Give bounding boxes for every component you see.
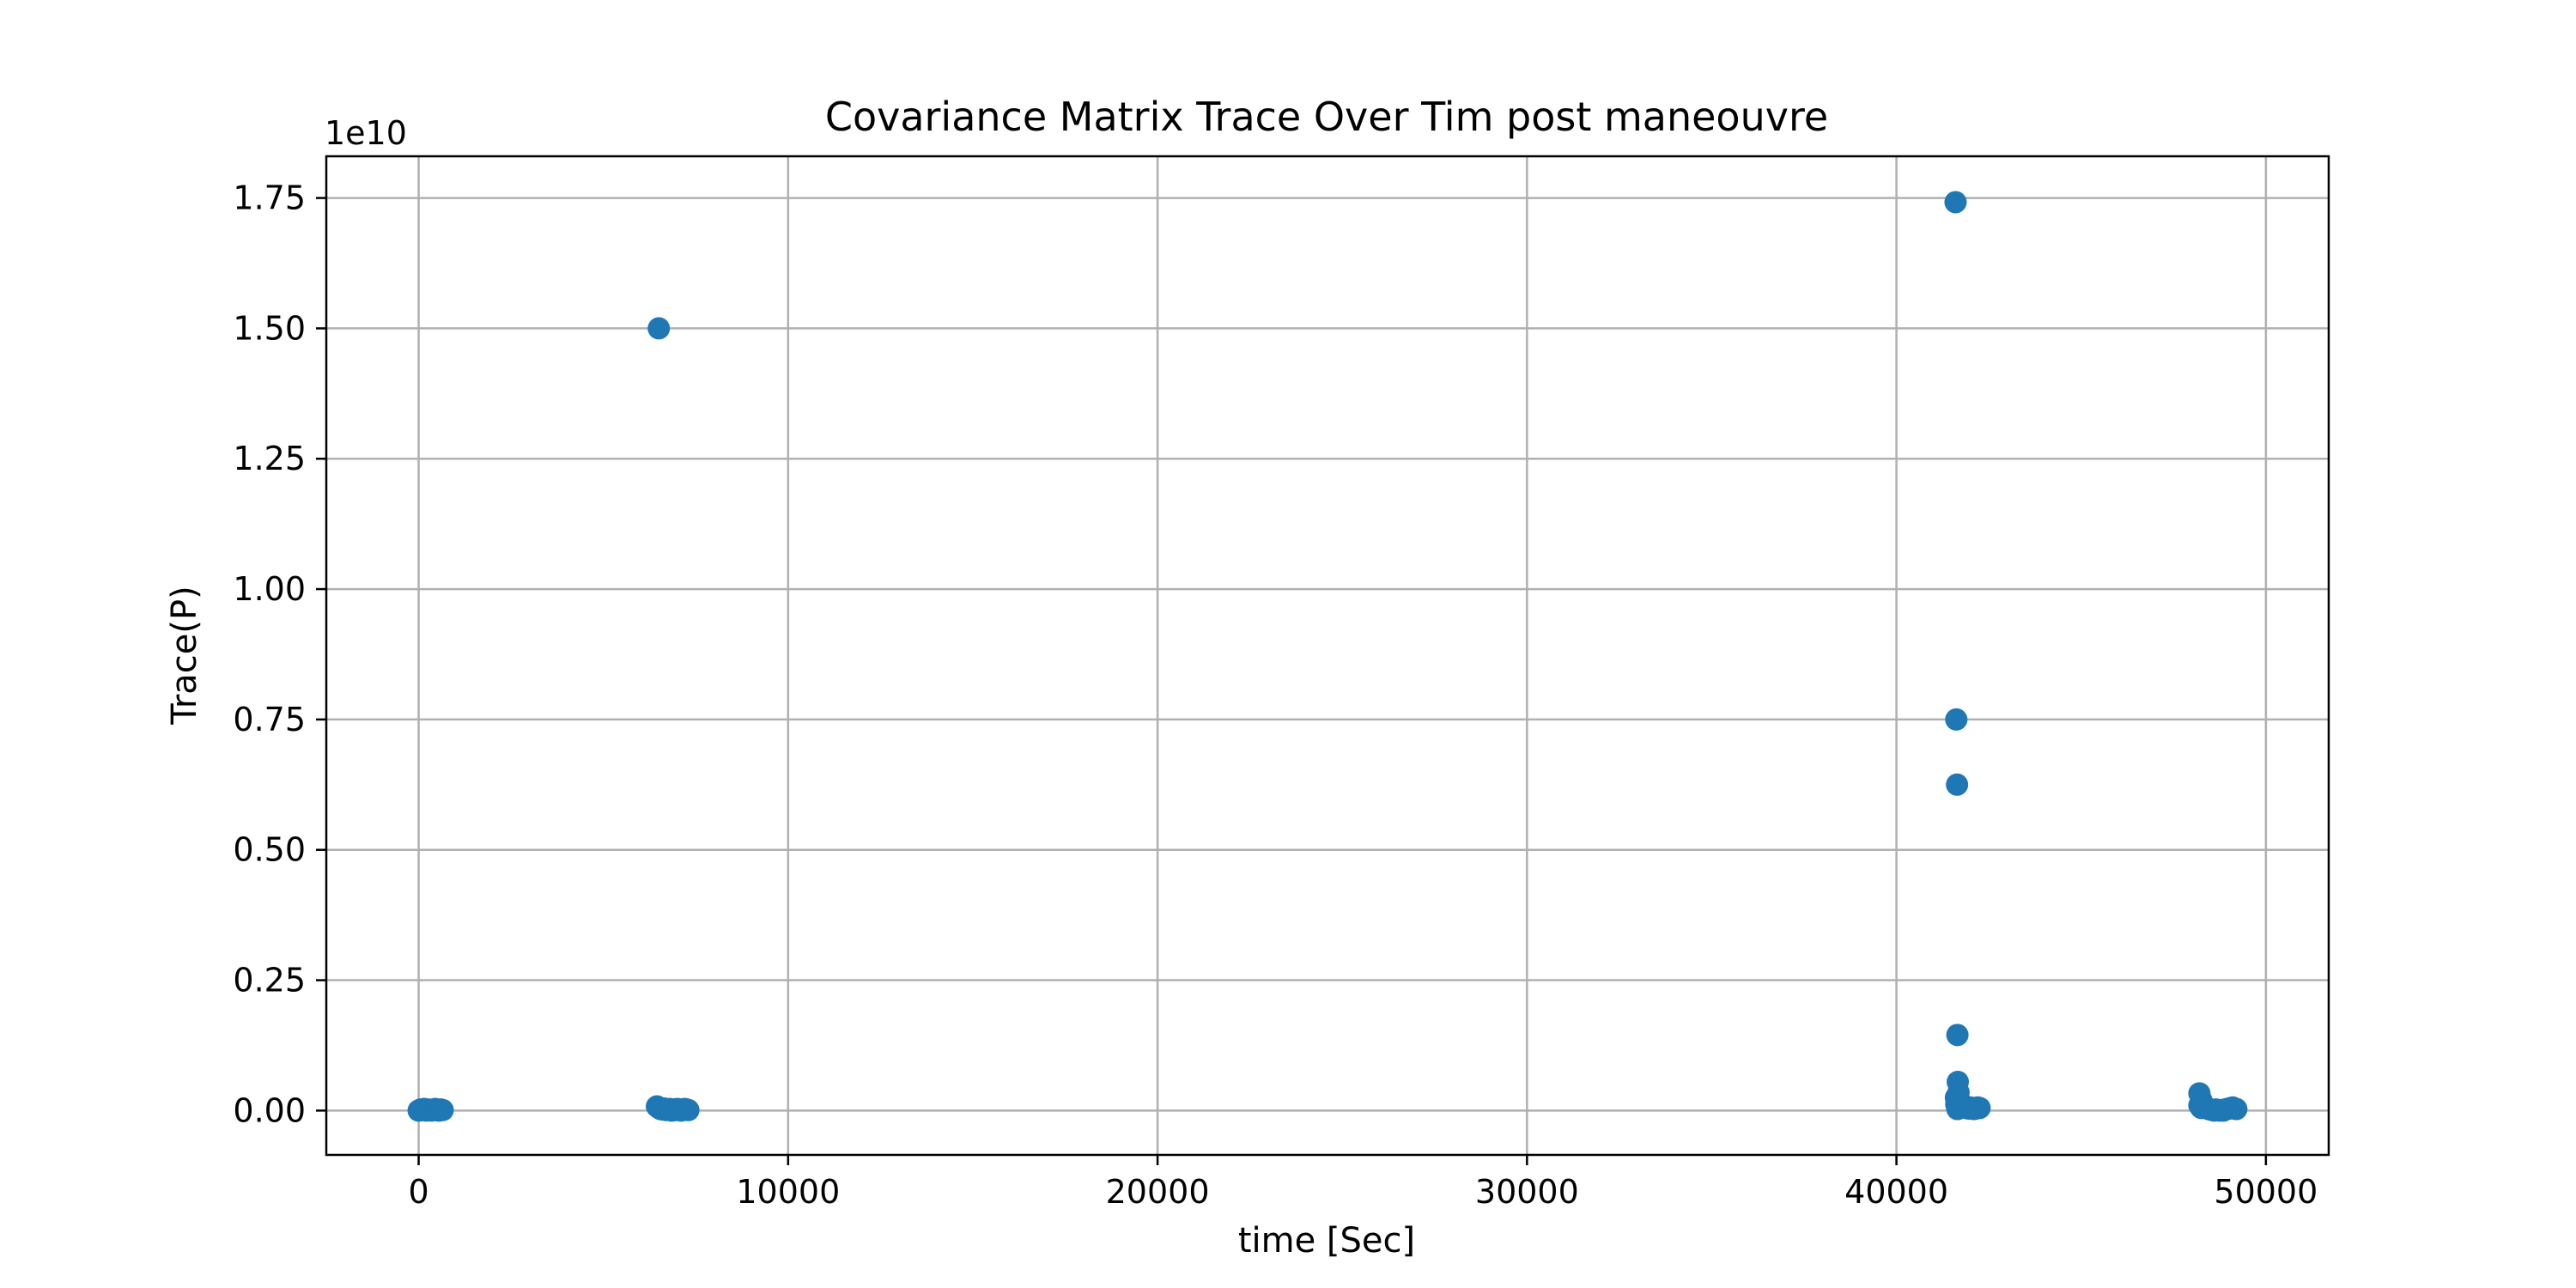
y-axis-offset-label: 1e10: [325, 114, 407, 152]
x-tick-label: 30000: [1475, 1173, 1579, 1211]
y-tick-label: 0.25: [233, 962, 306, 999]
y-axis-label: Trace(P): [165, 586, 204, 725]
x-tick-label: 0: [408, 1173, 428, 1211]
grid: [326, 156, 2329, 1155]
y-tick-label: 0.75: [233, 701, 306, 738]
data-point: [2225, 1097, 2248, 1121]
x-axis-label: time [Sec]: [1238, 1221, 1415, 1261]
y-tick-label: 0.00: [233, 1091, 306, 1129]
x-tick-label: 20000: [1106, 1173, 1210, 1211]
y-axis-ticks: 0.00 0.25 0.50 0.75 1.00 1.25 1.50 1.75: [233, 179, 326, 1129]
data-point: [677, 1098, 700, 1121]
data-points: [407, 191, 2248, 1122]
y-tick-label: 1.50: [233, 309, 306, 347]
plot-frame: [325, 155, 2330, 1157]
data-point: [1945, 708, 1968, 731]
x-axis-ticks: 0 10000 20000 30000 40000 50000: [408, 1155, 2318, 1211]
data-point: [2190, 1097, 2213, 1120]
chart-title: Covariance Matrix Trace Over Tim post ma…: [825, 94, 1828, 140]
data-point: [647, 317, 671, 340]
data-point: [1944, 191, 1967, 214]
x-tick-label: 50000: [2214, 1173, 2318, 1211]
y-tick-label: 1.00: [233, 570, 306, 608]
y-tick-label: 1.75: [233, 179, 306, 217]
x-tick-label: 40000: [1844, 1173, 1948, 1211]
y-tick-label: 1.25: [233, 440, 306, 477]
data-point: [1946, 1024, 1969, 1047]
y-tick-label: 0.50: [233, 831, 306, 869]
data-point: [1946, 773, 1969, 796]
data-point: [1946, 1097, 1969, 1121]
x-tick-label: 10000: [736, 1173, 840, 1211]
data-point: [431, 1098, 454, 1121]
data-point: [1968, 1097, 1991, 1120]
